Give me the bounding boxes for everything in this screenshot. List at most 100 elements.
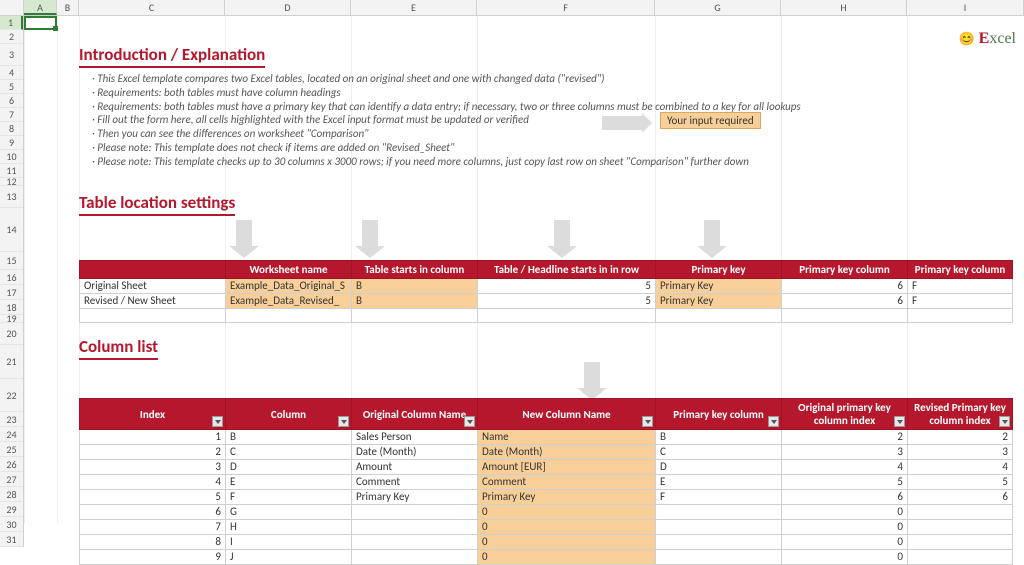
cell[interactable]: H [226,520,352,535]
cell[interactable]: Amount [EUR] [478,460,656,475]
column-header[interactable]: I [907,0,1024,15]
table-header[interactable]: Primary key column [908,261,1013,279]
cell[interactable]: 5 [80,490,226,505]
column-header[interactable]: F [477,0,655,15]
cell[interactable]: C [656,445,782,460]
row-header[interactable]: 22 [0,379,23,412]
cell[interactable]: B [352,294,478,309]
cell[interactable]: 4 [80,475,226,490]
cell[interactable]: 2 [782,430,908,445]
cell[interactable]: 3 [908,445,1013,460]
table-location-table[interactable]: Worksheet nameTable starts in columnTabl… [79,260,1013,323]
row-header[interactable]: 25 [0,442,23,457]
cell[interactable]: B [656,430,782,445]
row-header[interactable]: 24 [0,427,23,442]
cell[interactable]: 5 [782,475,908,490]
cell[interactable] [656,550,782,565]
row-header[interactable]: 23 [0,412,23,427]
cell[interactable]: Date (Month) [478,445,656,460]
column-header[interactable]: C [79,0,225,15]
cell[interactable] [656,535,782,550]
cell[interactable]: Name [478,430,656,445]
cell[interactable]: 0 [478,550,656,565]
cell[interactable] [908,309,1013,323]
row-header[interactable]: 21 [0,345,23,379]
cell[interactable]: 8 [80,535,226,550]
table-row[interactable]: 2CDate (Month)Date (Month)C33 [80,445,1013,460]
cell[interactable]: Original Sheet [80,279,226,294]
row-header[interactable]: 4 [0,66,23,80]
cell[interactable]: F [908,279,1013,294]
cell[interactable]: F [226,490,352,505]
row-header[interactable]: 13 [0,186,23,208]
cell[interactable]: 6 [782,490,908,505]
row-header[interactable]: 16 [0,270,23,285]
cell[interactable]: 6 [782,279,908,294]
cell[interactable]: 6 [80,505,226,520]
table-header[interactable]: Primary key [656,261,782,279]
cell[interactable]: D [226,460,352,475]
table-row[interactable]: 4ECommentCommentE55 [80,475,1013,490]
row-header[interactable]: 20 [0,323,23,345]
cell[interactable]: 6 [908,490,1013,505]
cell[interactable]: Revised / New Sheet [80,294,226,309]
cell[interactable] [80,309,226,323]
cell[interactable]: 1 [80,430,226,445]
filter-icon[interactable] [999,416,1010,427]
table-header[interactable] [80,261,226,279]
filter-icon[interactable] [894,416,905,427]
column-header[interactable]: G [655,0,781,15]
cell[interactable]: B [226,430,352,445]
cell[interactable] [352,505,478,520]
cell[interactable]: D [656,460,782,475]
table-header[interactable]: Index [80,399,226,430]
selected-cell[interactable] [24,16,57,30]
cell[interactable]: 0 [782,520,908,535]
cell[interactable]: 4 [908,460,1013,475]
cell[interactable]: F [656,490,782,505]
cell[interactable]: F [908,294,1013,309]
cell[interactable]: C [226,445,352,460]
table-row[interactable]: 7H00 [80,520,1013,535]
cell[interactable]: Sales Person [352,430,478,445]
column-header[interactable]: A [24,0,57,15]
cell[interactable]: 3 [782,445,908,460]
cell[interactable]: Example_Data_Revised_ [226,294,352,309]
row-header[interactable]: 28 [0,487,23,502]
row-header[interactable]: 26 [0,457,23,472]
table-header[interactable]: Primary key column [782,261,908,279]
cell[interactable]: 3 [80,460,226,475]
cell[interactable]: Primary Key [656,279,782,294]
row-header[interactable]: 29 [0,502,23,517]
row-header[interactable]: 6 [0,94,23,108]
cell[interactable]: 2 [908,430,1013,445]
row-header[interactable]: 1 [0,16,23,30]
row-header[interactable]: 9 [0,136,23,150]
row-header[interactable]: 7 [0,108,23,122]
filter-icon[interactable] [212,416,223,427]
cell[interactable]: 0 [782,550,908,565]
cell[interactable] [908,505,1013,520]
cell[interactable]: Comment [352,475,478,490]
cell[interactable]: Primary Key [478,490,656,505]
cell[interactable]: Date (Month) [352,445,478,460]
cell[interactable]: B [352,279,478,294]
row-header[interactable]: 30 [0,517,23,532]
cell[interactable] [908,550,1013,565]
row-header[interactable]: 3 [0,44,23,66]
cell[interactable] [352,550,478,565]
column-header[interactable]: D [225,0,351,15]
cell[interactable]: G [226,505,352,520]
table-row[interactable]: Revised / New SheetExample_Data_Revised_… [80,294,1013,309]
cell[interactable] [656,309,782,323]
row-header[interactable]: 14 [0,208,23,252]
table-header[interactable]: New Column Name [478,399,656,430]
table-row[interactable]: 1BSales PersonNameB22 [80,430,1013,445]
cell[interactable]: 5 [478,294,656,309]
table-row[interactable]: 6G00 [80,505,1013,520]
cell[interactable]: 4 [782,460,908,475]
cell[interactable]: E [226,475,352,490]
row-header[interactable]: 15 [0,252,23,270]
filter-icon[interactable] [768,416,779,427]
cell[interactable]: 0 [478,520,656,535]
